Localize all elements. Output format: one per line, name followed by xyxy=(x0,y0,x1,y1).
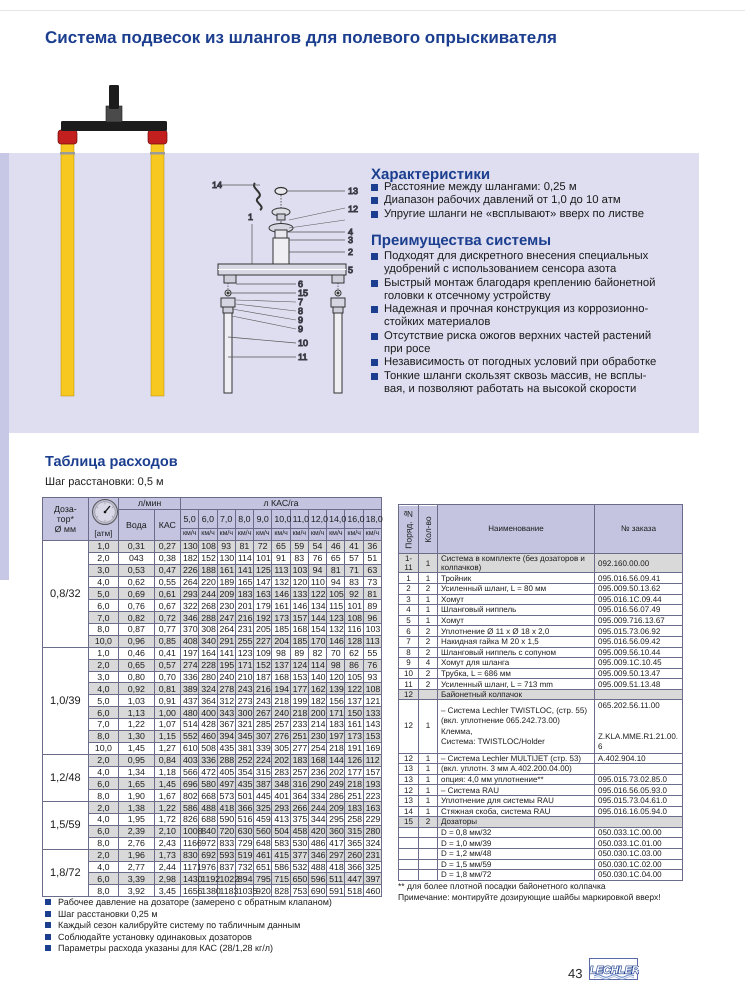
svg-text:1: 1 xyxy=(248,212,253,222)
svg-text:13: 13 xyxy=(348,186,358,196)
svg-text:10: 10 xyxy=(298,338,308,348)
svg-text:3: 3 xyxy=(348,235,353,245)
svg-text:2: 2 xyxy=(348,247,353,257)
svg-text:14: 14 xyxy=(212,180,222,190)
svg-text:12: 12 xyxy=(348,204,358,214)
svg-text:11: 11 xyxy=(298,352,307,362)
svg-text:9: 9 xyxy=(298,324,303,334)
svg-text:5: 5 xyxy=(348,265,353,275)
